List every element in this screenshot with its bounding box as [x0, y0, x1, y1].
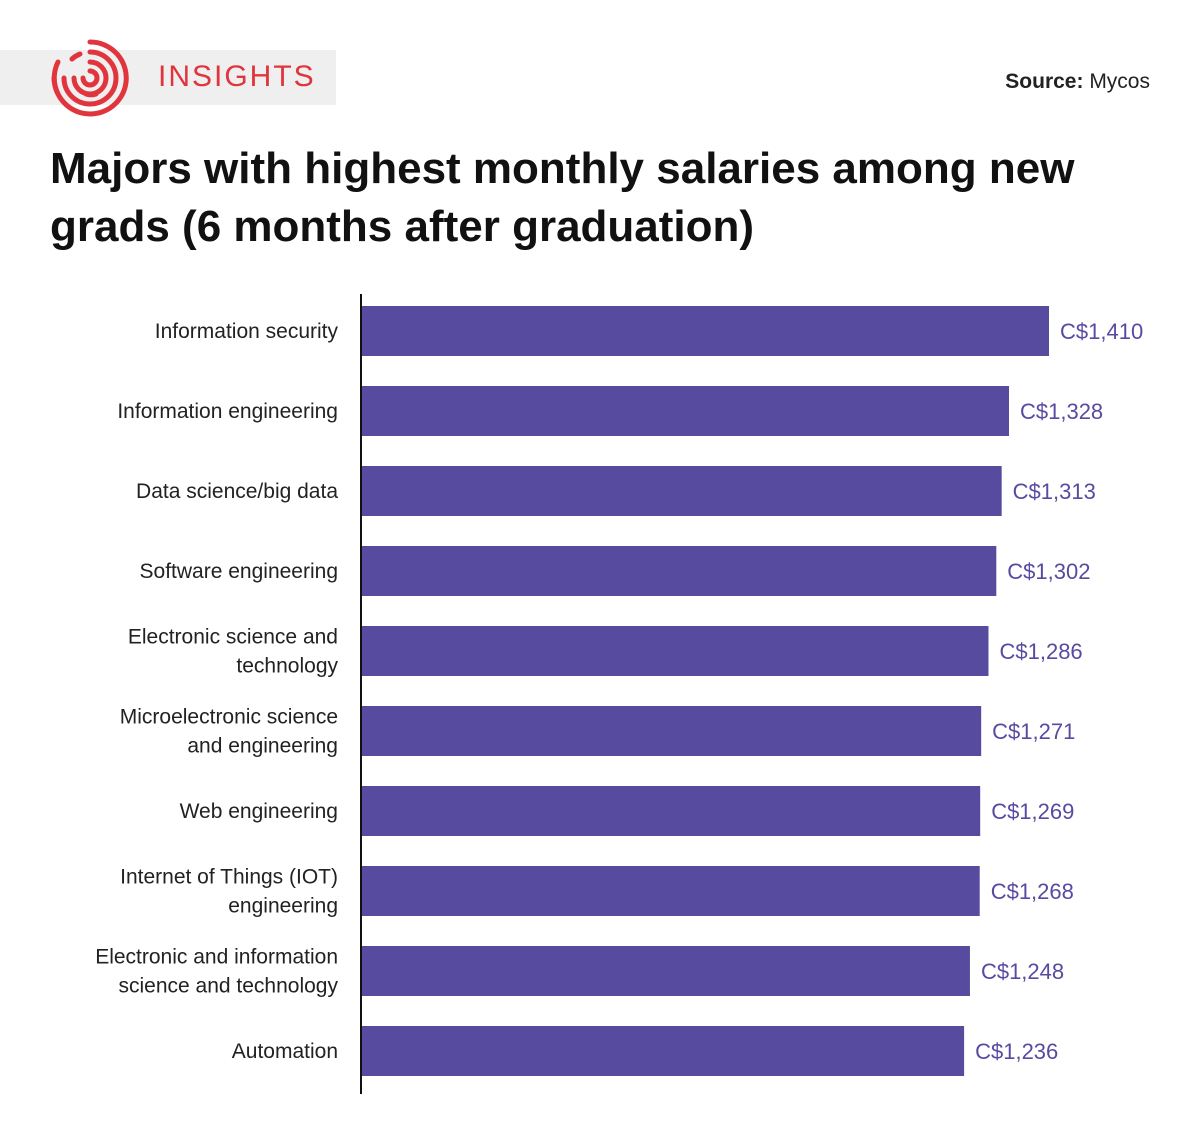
category-label: Microelectronic science and engineering — [120, 706, 338, 758]
source-value: Mycos — [1089, 70, 1150, 93]
category-label: Web engineering — [180, 800, 338, 823]
source-label: Source: — [1005, 70, 1084, 93]
bar-value-label: C$1,286 — [999, 639, 1082, 664]
bar — [361, 1026, 965, 1076]
bar-value-label: C$1,248 — [981, 959, 1064, 984]
bar-value-label: C$1,302 — [1007, 559, 1090, 584]
chart-title: Majors with highest monthly salaries amo… — [50, 144, 1075, 251]
bar-value-label: C$1,268 — [991, 879, 1074, 904]
bar-value-label: C$1,410 — [1060, 319, 1143, 344]
bar-value-label: C$1,328 — [1020, 399, 1103, 424]
bar — [361, 706, 982, 756]
category-label: Software engineering — [140, 560, 338, 583]
bar-value-label: C$1,271 — [992, 719, 1075, 744]
brand-name: INSIGHTS — [158, 60, 316, 93]
bar-value-label: C$1,236 — [975, 1039, 1058, 1064]
category-label: Internet of Things (IOT) engineering — [120, 866, 338, 918]
category-label: Electronic science and technology — [128, 626, 339, 678]
bar — [361, 546, 997, 596]
bar-value-label: C$1,269 — [991, 799, 1074, 824]
category-label: Information security — [155, 320, 339, 343]
category-label: Information engineering — [117, 400, 338, 423]
source-credit: Source: Mycos — [1005, 70, 1150, 94]
bar — [361, 306, 1049, 356]
bar — [361, 786, 981, 836]
bar — [361, 386, 1009, 436]
bar — [361, 866, 980, 916]
bar — [361, 466, 1002, 516]
insights-logo-icon — [51, 39, 129, 117]
category-label: Electronic and information science and te… — [95, 946, 338, 998]
bar — [361, 626, 989, 676]
bar — [361, 946, 970, 996]
category-label: Automation — [232, 1040, 338, 1063]
category-label: Data science/big data — [136, 480, 338, 503]
bar-value-label: C$1,313 — [1013, 479, 1096, 504]
